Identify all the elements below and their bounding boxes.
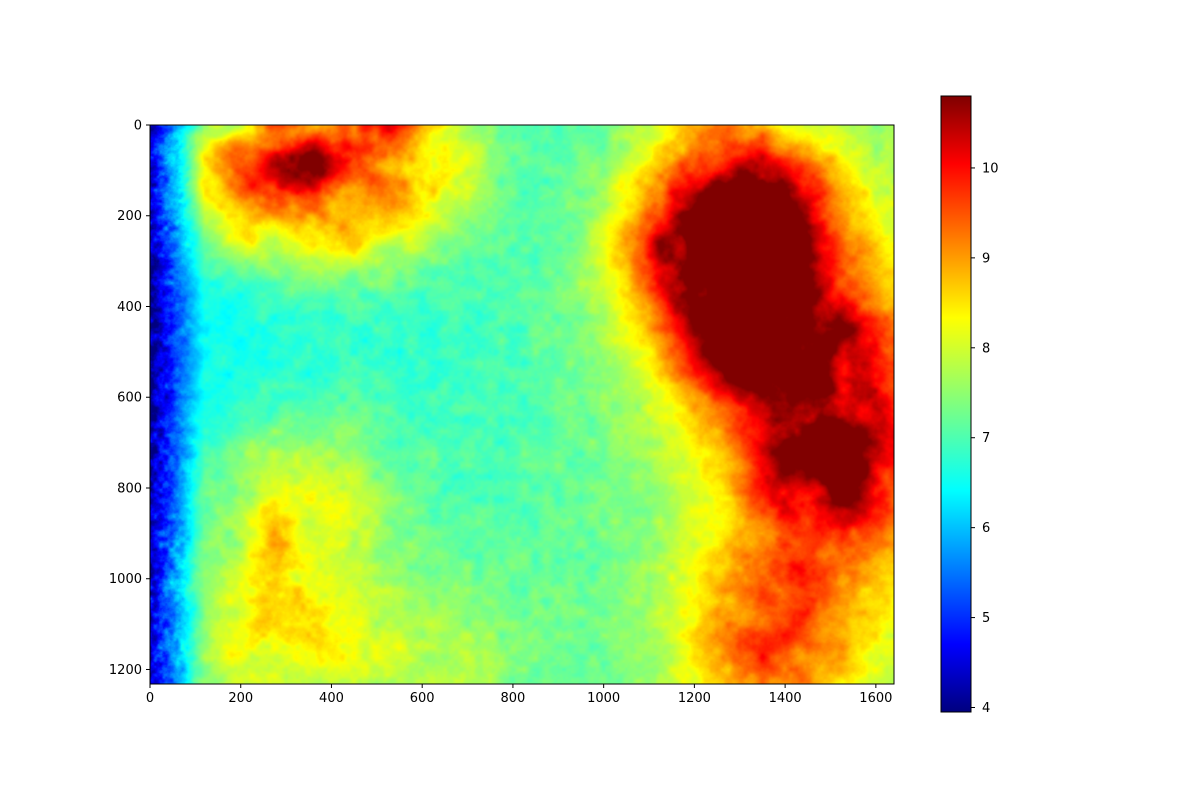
y-tick-label: 200 [117,209,142,224]
x-tick-label: 1600 [859,691,892,706]
colorbar-gradient [940,95,972,713]
x-tick-label: 800 [501,691,526,706]
y-tick-label: 0 [134,119,142,134]
colorbar-tick-label: 7 [982,431,990,446]
heatmap-plot [149,124,895,685]
x-tick-label: 1200 [678,691,711,706]
x-tick-label: 0 [146,691,154,706]
colorbar-tick-label: 9 [982,251,990,266]
y-tick-label: 800 [117,481,142,496]
x-tick-label: 400 [319,691,344,706]
y-axis: 0 200 400 600 800 1000 1200 [109,119,150,678]
colorbar-tick-label: 8 [982,341,990,356]
x-tick-label: 200 [228,691,253,706]
colorbar-tick-label: 5 [982,611,990,626]
x-tick-label: 1400 [769,691,802,706]
colorbar-tick-label: 10 [982,161,999,176]
x-tick-label: 600 [410,691,435,706]
y-tick-label: 1000 [109,572,142,587]
x-axis: 0 200 400 600 800 1000 1200 1400 1600 [146,684,892,706]
x-tick-label: 1000 [587,691,620,706]
colorbar-tick-label: 6 [982,521,990,536]
y-tick-label: 400 [117,300,142,315]
colorbar-tick-label: 4 [982,701,990,716]
plot-frame [149,124,895,685]
colorbar: 4 5 6 7 8 9 10 [940,95,999,716]
y-tick-label: 600 [117,391,142,406]
colorbar-axis: 4 5 6 7 8 9 10 [971,161,999,716]
y-tick-label: 1200 [109,663,142,678]
heatmap-image [150,125,894,684]
